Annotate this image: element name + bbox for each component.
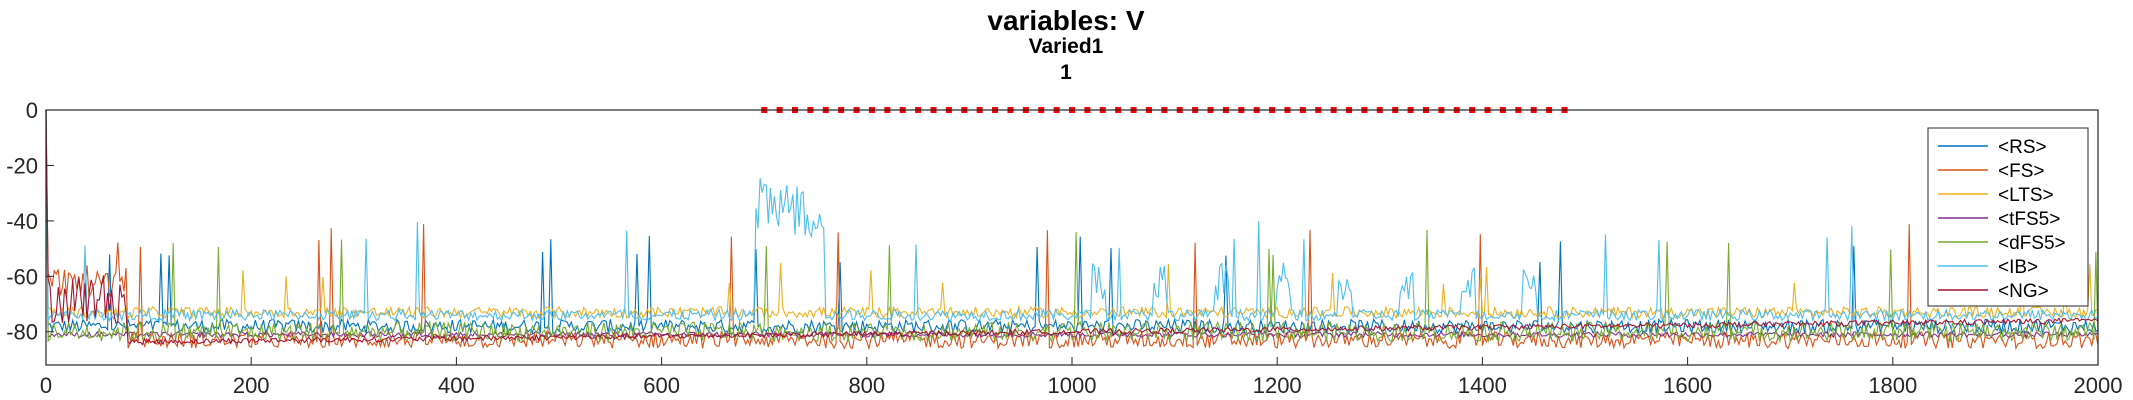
y-tick-label--20: -20 bbox=[6, 153, 38, 178]
series-line-ng bbox=[45, 109, 2099, 346]
x-tick-label-600: 600 bbox=[643, 373, 680, 398]
series-line-ib bbox=[45, 109, 2099, 323]
legend: <RS> <FS> <LTS> <tFS5> <dFS5> <IB> <NG> bbox=[1927, 127, 2089, 307]
y-tick-label-0: 0 bbox=[26, 98, 38, 123]
series-line-lts bbox=[45, 109, 2099, 320]
y-tick-label--60: -60 bbox=[6, 264, 38, 289]
x-tick-label-1800: 1800 bbox=[1868, 373, 1917, 398]
series-line-dfs5 bbox=[45, 109, 2099, 344]
series-traces bbox=[45, 109, 2099, 351]
legend-entry: <NG> bbox=[1998, 281, 2049, 302]
legend-box bbox=[1927, 127, 2089, 307]
x-tick-label-1000: 1000 bbox=[1048, 373, 1097, 398]
x-tick-label-1600: 1600 bbox=[1663, 373, 1712, 398]
x-axis-ticks: 0 200 400 600 800 1000 1200 1400 1600 1800 2000 bbox=[40, 357, 2123, 398]
legend-entry: <FS> bbox=[1998, 161, 2044, 182]
series-line-tfs5 bbox=[45, 109, 2099, 339]
legend-entry: <LTS> bbox=[1998, 185, 2054, 206]
legend-entry: <tFS5> bbox=[1998, 209, 2060, 230]
x-tick-label-1400: 1400 bbox=[1458, 373, 1507, 398]
x-tick-label-800: 800 bbox=[848, 373, 885, 398]
y-axis-ticks: 0 -20 -40 -60 -80 bbox=[6, 98, 54, 345]
x-tick-label-1200: 1200 bbox=[1253, 373, 1302, 398]
legend-entry: <dFS5> bbox=[1998, 233, 2066, 254]
axes-frame bbox=[45, 109, 2099, 366]
chart-subtitle-2: 1 bbox=[1060, 61, 1072, 84]
x-tick-label-2000: 2000 bbox=[2074, 373, 2123, 398]
x-tick-label-200: 200 bbox=[233, 373, 270, 398]
legend-entry: <RS> bbox=[1998, 137, 2047, 158]
legend-entry: <IB> bbox=[1998, 257, 2038, 278]
series-line-fs bbox=[45, 109, 2099, 351]
x-tick-label-0: 0 bbox=[40, 373, 52, 398]
y-tick-label--80: -80 bbox=[6, 320, 38, 345]
y-tick-label--40: -40 bbox=[6, 209, 38, 234]
chart-title: variables: V bbox=[987, 5, 1145, 36]
chart-subtitle-1: Varied1 bbox=[1029, 35, 1104, 58]
x-tick-label-400: 400 bbox=[438, 373, 475, 398]
series-line-rs bbox=[45, 109, 2099, 336]
